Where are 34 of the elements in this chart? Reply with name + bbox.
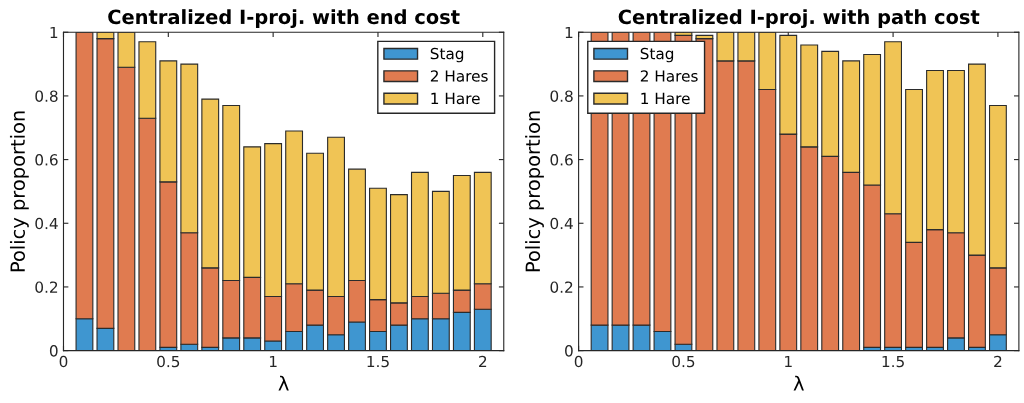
legend-label: 2 Hares — [430, 70, 488, 82]
y-tick-label: 1 — [565, 26, 573, 39]
x-tick-label: 1.5 — [882, 355, 904, 368]
y-tick-label: 0.8 — [550, 90, 573, 102]
chart-title: Centralized I-proj. with end cost — [108, 9, 460, 29]
x-axis-title: λ — [793, 375, 804, 391]
y-tick-label: 0.6 — [550, 154, 573, 166]
legend-label: 1 Hare — [431, 92, 480, 105]
x-tick-label: 0.5 — [157, 355, 180, 368]
x-axis-title: λ — [278, 375, 289, 391]
y-tick-label: 0.4 — [35, 217, 58, 230]
y-tick-label: 0.2 — [35, 281, 58, 293]
x-tick-label: 2 — [994, 355, 1002, 368]
x-tick-label: 2 — [479, 355, 487, 368]
legend-label: Stag — [430, 47, 464, 63]
x-tick-label: 1 — [269, 355, 277, 368]
x-tick-label: 0 — [59, 355, 68, 368]
y-tick-label: 0.4 — [550, 217, 573, 230]
y-tick-label: 0.6 — [35, 154, 58, 166]
x-tick-label: 0 — [574, 355, 583, 368]
chart-title: Centralized I-proj. with path cost — [618, 9, 980, 29]
y-tick-label: 0 — [565, 345, 573, 357]
x-tick-label: 1.5 — [367, 355, 389, 368]
y-tick-label: 0.8 — [35, 90, 58, 102]
y-axis-title: Policy proportion — [9, 111, 29, 272]
x-tick-label: 0.5 — [672, 355, 695, 368]
y-axis-title: Policy proportion — [525, 111, 544, 272]
legend-label: 2 Hares — [640, 70, 698, 82]
legend-label: 1 Hare — [641, 92, 690, 105]
legend-label: Stag — [640, 47, 674, 63]
y-tick-label: 0 — [49, 345, 58, 357]
x-tick-label: 1 — [785, 355, 792, 368]
y-tick-label: 1 — [50, 26, 58, 39]
y-tick-label: 0.2 — [550, 281, 573, 293]
